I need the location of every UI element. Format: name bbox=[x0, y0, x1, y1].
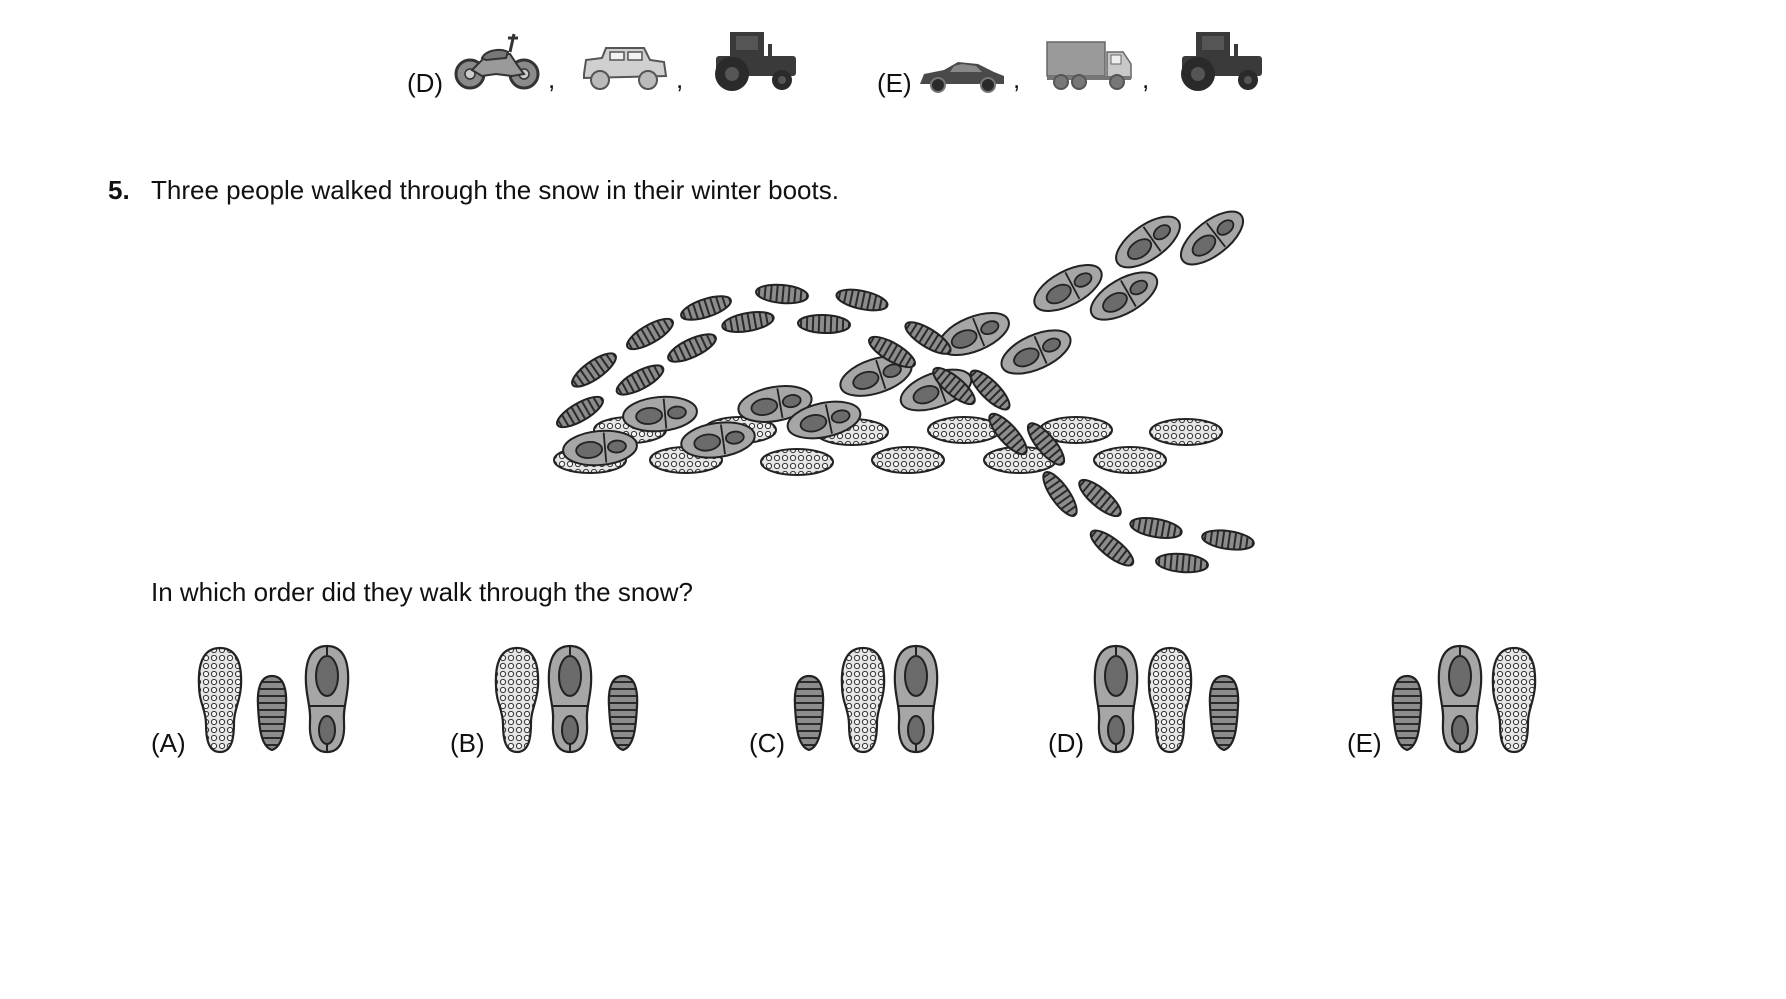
answer-label: (B) bbox=[450, 728, 485, 758]
heel-boot-print-icon bbox=[544, 644, 596, 754]
dotted-boot-print-icon bbox=[1144, 646, 1196, 756]
tractor-icon bbox=[1174, 30, 1266, 92]
option-e-label: (E) bbox=[877, 68, 912, 98]
dotted-boot-print-icon bbox=[491, 646, 543, 756]
striped-boot-print-icon bbox=[1198, 646, 1250, 756]
jeep-icon bbox=[580, 44, 668, 92]
separator-comma: , bbox=[1142, 64, 1150, 94]
question-prompt: In which order did they walk through the… bbox=[151, 577, 693, 607]
striped-boot-print-icon bbox=[597, 646, 649, 756]
option-d-label: (D) bbox=[407, 68, 444, 98]
dotted-boot-print-icon bbox=[1488, 646, 1540, 756]
question-number: 5. bbox=[108, 175, 130, 205]
snow-tracks-illustration bbox=[540, 205, 1260, 575]
heel-boot-print-icon bbox=[1434, 644, 1486, 754]
answer-label: (D) bbox=[1048, 728, 1085, 758]
heel-boot-print-icon bbox=[1090, 644, 1142, 754]
striped-boot-print-icon bbox=[1381, 646, 1433, 756]
tractor-icon bbox=[708, 30, 800, 92]
answer-label: (C) bbox=[749, 728, 786, 758]
sports-car-icon bbox=[918, 60, 1006, 94]
separator-comma: , bbox=[548, 64, 556, 94]
separator-comma: , bbox=[1013, 64, 1021, 94]
separator-comma: , bbox=[676, 64, 684, 94]
striped-boot-print-icon bbox=[246, 646, 298, 756]
answer-label: (A) bbox=[151, 728, 186, 758]
motorcycle-icon bbox=[452, 30, 542, 92]
striped-boot-print-icon bbox=[783, 646, 835, 756]
heel-track bbox=[560, 205, 1253, 470]
truck-icon bbox=[1045, 40, 1135, 92]
dotted-boot-print-icon bbox=[194, 646, 246, 756]
heel-boot-print-icon bbox=[301, 644, 353, 754]
answer-label: (E) bbox=[1347, 728, 1382, 758]
dotted-boot-print-icon bbox=[837, 646, 889, 756]
question-text: Three people walked through the snow in … bbox=[151, 175, 839, 205]
heel-boot-print-icon bbox=[890, 644, 942, 754]
